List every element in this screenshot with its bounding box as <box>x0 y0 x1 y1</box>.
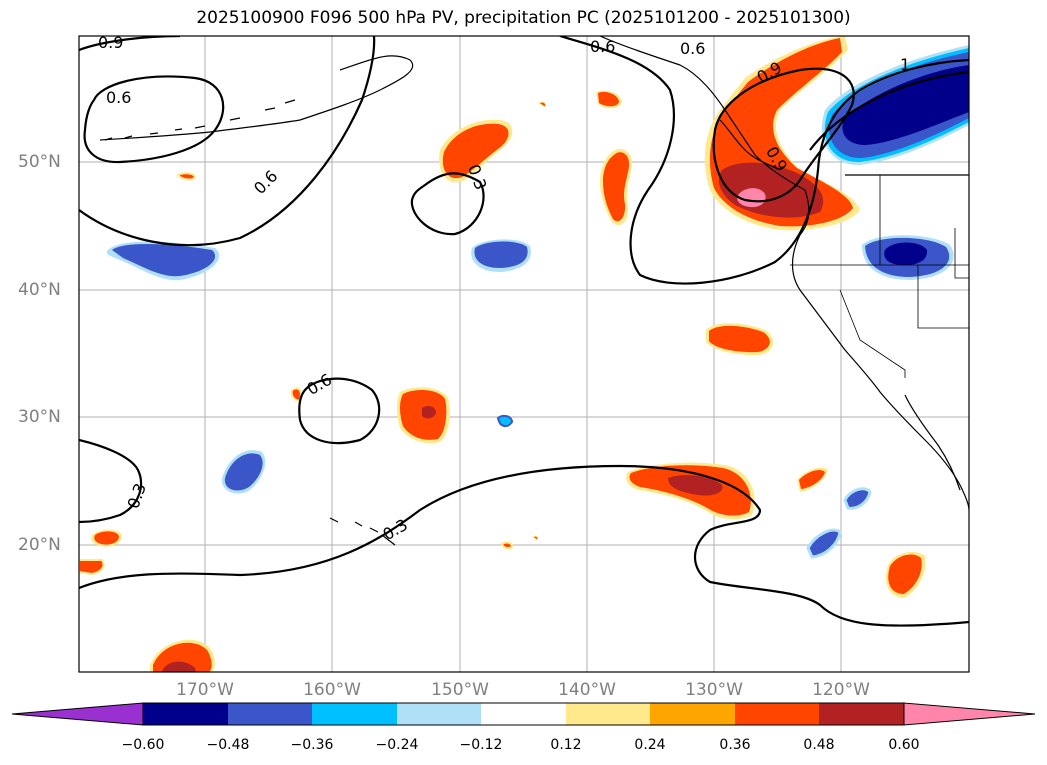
coastlines <box>99 36 969 546</box>
neg-blob-s2 <box>843 487 872 510</box>
precip-blob-a-red <box>442 123 509 179</box>
lat-label-20n: 20°N <box>18 535 61 555</box>
baja-peninsula <box>904 394 961 491</box>
colorbar-tick: −0.24 <box>375 737 419 753</box>
colorbar-tick: 0.48 <box>803 737 835 753</box>
se-alaska-coast <box>599 36 806 191</box>
colorbar-tick: −0.60 <box>121 737 165 753</box>
precip-blob-e-dark <box>422 405 436 419</box>
map-frame <box>78 35 970 673</box>
hawaii-islands <box>329 517 396 546</box>
neg-blob-ne-navy <box>842 65 969 145</box>
colorbar-segment <box>481 703 566 725</box>
neg-blob-s1 <box>806 528 842 559</box>
neg-blob-tiny <box>496 414 514 428</box>
negative-precip-areas <box>106 45 969 559</box>
precip-blob-k <box>79 559 105 576</box>
colorbar-segment <box>397 703 481 725</box>
state-lines <box>790 175 969 378</box>
colorbar <box>11 702 1036 726</box>
pv-contour-0.6-small <box>298 377 381 445</box>
pv-contour-1 <box>809 70 969 151</box>
neg-blob-mid-blue <box>474 241 528 268</box>
precip-blob-n <box>538 101 546 108</box>
precip-blob-c-red <box>603 152 630 222</box>
colorbar-segment <box>566 703 650 725</box>
lat-label-30n: 30°N <box>18 407 61 427</box>
neg-blob-east-navy <box>884 242 928 266</box>
colorbar-tick: −0.36 <box>290 737 334 753</box>
west-coast-us <box>791 189 969 511</box>
colorbar-segment <box>143 703 228 725</box>
colorbar-tick: 0.60 <box>888 737 920 753</box>
bc-islands <box>719 119 781 171</box>
precip-blob-g-red <box>799 469 825 489</box>
pv-contour-0.6-b <box>559 36 969 285</box>
graticule <box>79 36 969 672</box>
colorbar-segment <box>735 703 819 725</box>
contour-label: 1 <box>900 55 910 74</box>
pv-contour-0.6-arc <box>79 36 376 247</box>
colorbar-segment <box>228 703 312 725</box>
precip-blob-h-red <box>888 554 922 594</box>
pv-contour-0.3-south <box>79 464 969 627</box>
colorbar-tick: 0.12 <box>550 737 582 753</box>
lon-label-160w: 160°W <box>303 680 361 700</box>
precip-blob-j-red <box>94 531 119 545</box>
precip-blob-f-dark <box>668 475 723 496</box>
pv-contour-0.3-a <box>410 172 485 236</box>
precip-blob-i-dark <box>162 661 196 672</box>
colorbar-tick: 0.24 <box>634 737 666 753</box>
lat-label-50n: 50°N <box>18 152 61 172</box>
neg-blob-sw-blue <box>224 453 263 491</box>
aleutian-islands <box>104 99 296 141</box>
colorbar-tick: 0.36 <box>719 737 751 753</box>
colorbar-tick: −0.12 <box>459 737 503 753</box>
colorbar-extend-low <box>11 702 144 726</box>
lon-label-140w: 140°W <box>558 680 616 700</box>
colorbar-segment <box>312 703 397 725</box>
pv-contours <box>79 36 969 627</box>
contour-label: 0.6 <box>680 39 705 58</box>
contour-label: 0.6 <box>106 88 131 107</box>
pv-contour-0.3-west <box>79 438 143 524</box>
precip-blob-m <box>176 172 197 181</box>
contour-label: 0.6 <box>590 37 615 56</box>
contour-label: 0.9 <box>98 33 123 52</box>
neg-blob-west-blue <box>112 243 216 277</box>
lon-label-150w: 150°W <box>431 680 489 700</box>
pv-contour-0.9-loop <box>712 67 855 203</box>
precip-blob-l <box>290 387 302 402</box>
colorbar-segment <box>819 703 904 725</box>
lat-label-40n: 40°N <box>18 280 61 300</box>
colorbar-extend-high <box>903 702 1036 726</box>
precip-blob-p <box>532 535 539 541</box>
map-plot-area: 0.9 0.6 0.6 0.3 0.6 0.6 0.3 0.3 0.6 0.9 … <box>79 33 969 672</box>
precip-blob-b-red <box>598 92 619 107</box>
pv-contour-0.6-nw <box>83 75 225 164</box>
map-title: 2025100900 F096 500 hPa PV, precipitatio… <box>196 8 851 28</box>
precip-blob-d-red <box>709 325 770 353</box>
lon-label-120w: 120°W <box>812 680 870 700</box>
colorbar-tick: −0.48 <box>206 737 250 753</box>
precip-blob-o <box>500 541 514 549</box>
colorbar-segment <box>650 703 735 725</box>
alaska-coast <box>99 55 414 141</box>
lon-label-170w: 170°W <box>176 680 234 700</box>
lon-label-130w: 130°W <box>685 680 743 700</box>
